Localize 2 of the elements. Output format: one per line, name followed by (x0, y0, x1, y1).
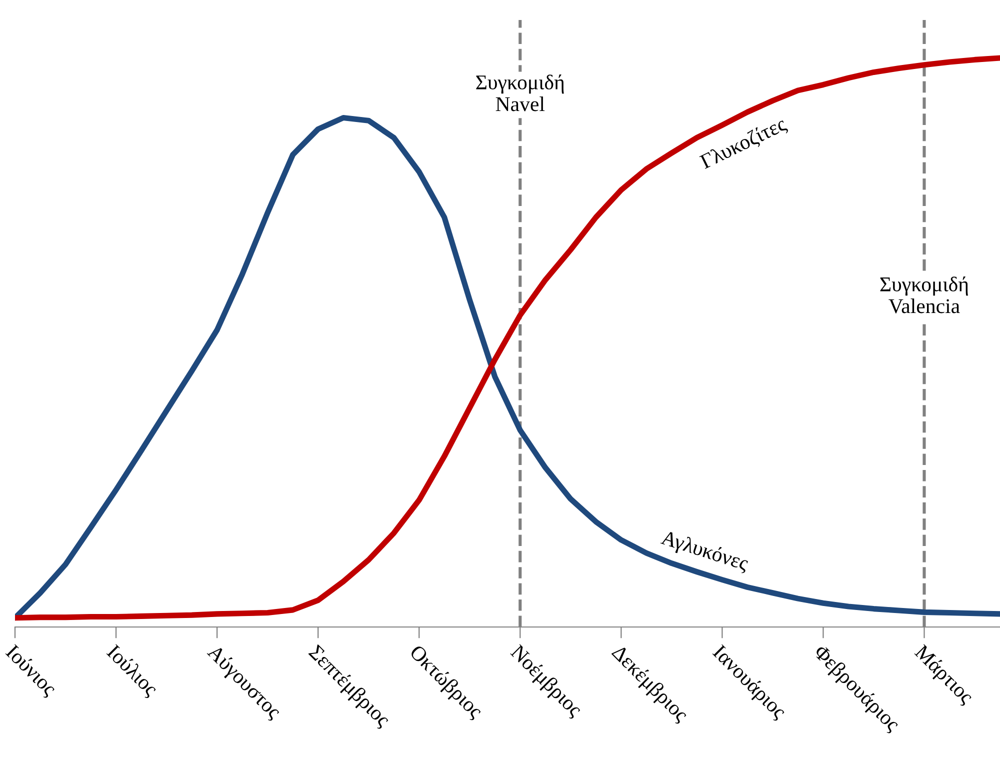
ref-line-label: Συγκομιδή Navel (476, 74, 564, 112)
ref-line-label: Συγκομιδή Valencia (880, 276, 968, 314)
